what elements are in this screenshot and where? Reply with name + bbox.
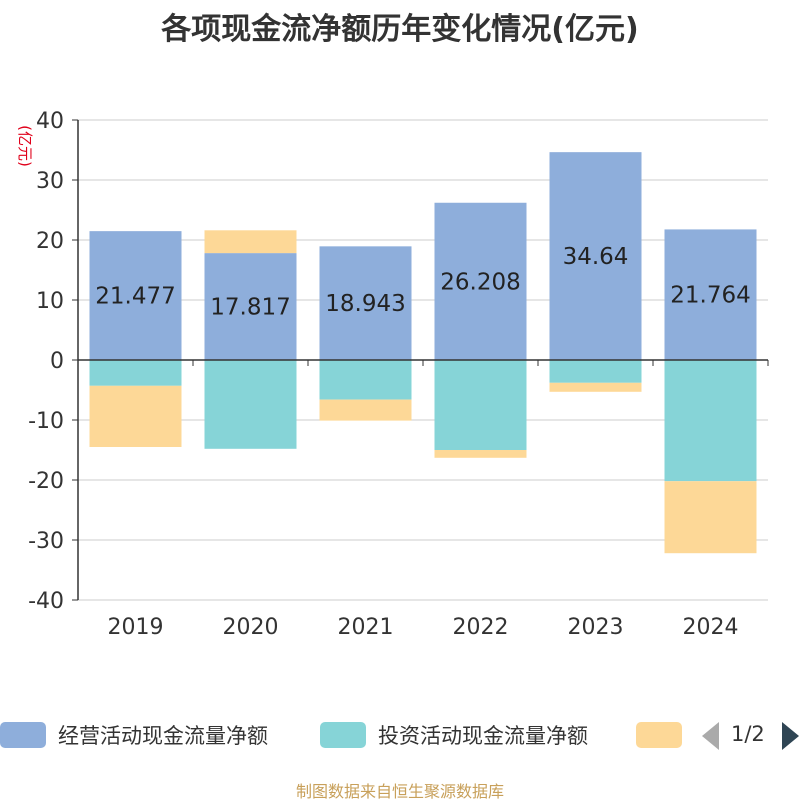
bar-financing-2021[interactable] — [319, 399, 412, 421]
legend-item-operating[interactable]: 经营活动现金流量净额 — [0, 720, 268, 750]
chart-title: 各项现金流净额历年变化情况(亿元) — [161, 12, 639, 47]
source-note: 制图数据来自恒生聚源数据库 — [295, 782, 504, 801]
y-tick-label: 30 — [36, 169, 64, 194]
bar-operating-2024[interactable] — [664, 229, 757, 360]
bar-investing-2023[interactable] — [549, 360, 642, 383]
bar-operating-2021[interactable] — [319, 246, 412, 360]
legend-label: 经营活动现金流量净额 — [58, 724, 268, 748]
bar-financing-2024[interactable] — [664, 481, 757, 554]
x-tick-label: 2023 — [568, 615, 624, 640]
legend-label: 投资活动现金流量净额 — [378, 724, 588, 748]
bar-financing-2022[interactable] — [434, 450, 527, 458]
y-tick-label: 40 — [36, 109, 64, 134]
grid-lines — [78, 119, 768, 601]
bar-operating-2019[interactable] — [89, 231, 182, 360]
y-axis-label: (亿元) — [16, 125, 34, 167]
bar-investing-2021[interactable] — [319, 360, 412, 400]
x-tick-label: 2019 — [108, 615, 164, 640]
data-label: 26.208 — [440, 269, 520, 295]
x-tick-label: 2021 — [338, 615, 394, 640]
legend-swatch — [636, 722, 682, 748]
y-tick-label: -10 — [28, 409, 64, 434]
legend-item-financing[interactable] — [636, 720, 694, 750]
x-tick-label: 2022 — [453, 615, 509, 640]
x-tick-label: 2024 — [683, 615, 739, 640]
bar-investing-2024[interactable] — [664, 360, 757, 482]
axes: 40 30 20 10 0 -10 -20 -30 -40 2019 2020 2021 2022 202… — [28, 109, 769, 640]
bar-investing-2022[interactable] — [434, 360, 527, 450]
legend-swatch — [0, 722, 46, 748]
bar-investing-2020[interactable] — [204, 360, 297, 449]
legend-prev-page-icon[interactable] — [702, 722, 719, 750]
y-tick-label: -40 — [28, 589, 64, 614]
bar-operating-2022[interactable] — [434, 202, 527, 360]
data-label: 21.764 — [670, 283, 750, 309]
bar-financing-2019[interactable] — [89, 385, 182, 447]
bar-series — [89, 152, 757, 554]
chart-plot: 40 30 20 10 0 -10 -20 -30 -40 2019 2020 2021 2022 202… — [16, 109, 769, 640]
bar-financing-2023[interactable] — [549, 382, 642, 392]
bar-operating-2023[interactable] — [549, 152, 642, 360]
bar-financing-2020[interactable] — [204, 230, 297, 254]
data-labels: 21.477 17.817 18.943 26.208 34.64 21.764 — [95, 244, 750, 320]
y-tick-label: -30 — [28, 529, 64, 554]
legend: 经营活动现金流量净额 投资活动现金流量净额 1/2 — [0, 714, 800, 758]
y-tick-label: 20 — [36, 229, 64, 254]
y-tick-label: -20 — [28, 469, 64, 494]
y-tick-label: 0 — [50, 349, 64, 374]
legend-page-indicator: 1/2 — [731, 722, 765, 746]
bar-investing-2019[interactable] — [89, 360, 182, 386]
data-label: 34.64 — [563, 244, 629, 270]
data-label: 21.477 — [95, 284, 175, 310]
data-label: 17.817 — [210, 295, 290, 321]
bar-operating-2020[interactable] — [204, 253, 297, 360]
legend-swatch — [320, 722, 366, 748]
x-tick-label: 2020 — [223, 615, 279, 640]
legend-next-page-icon[interactable] — [782, 722, 799, 750]
data-label: 18.943 — [325, 291, 405, 317]
y-tick-label: 10 — [36, 289, 64, 314]
legend-item-investing[interactable]: 投资活动现金流量净额 — [320, 720, 588, 750]
